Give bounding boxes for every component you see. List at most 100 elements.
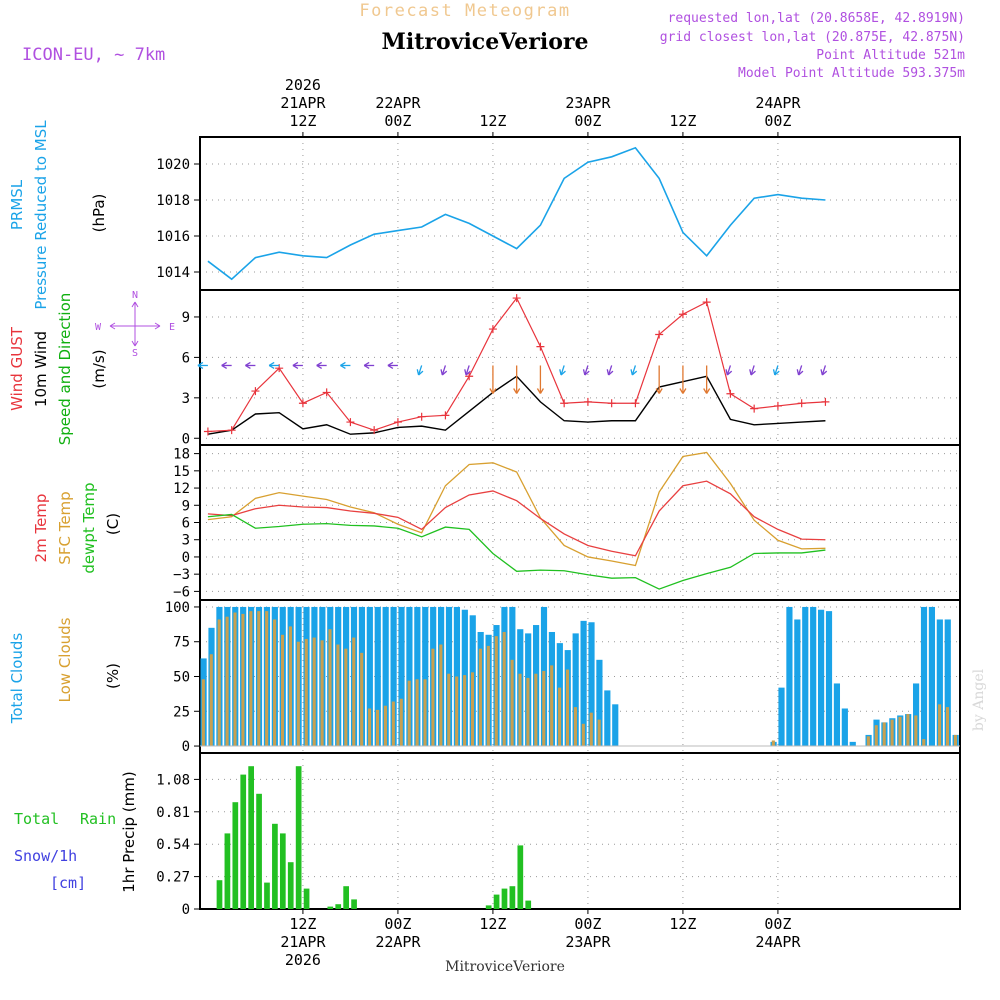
wind-arrow-head <box>679 388 687 394</box>
low-cloud-bar <box>201 679 205 747</box>
compass-s: S <box>132 348 138 359</box>
gust-marker <box>773 401 782 410</box>
wind-direction-arrow <box>560 365 565 376</box>
precip-ytick-label: 1.08 <box>156 772 190 788</box>
rain-bar <box>295 766 302 909</box>
pressure-ytick-label: 1020 <box>156 157 190 173</box>
wind-arrow-head <box>316 361 323 370</box>
time-tick-label: 24APR <box>755 933 801 951</box>
low-cloud-bar <box>518 673 522 747</box>
low-cloud-bar <box>399 698 403 747</box>
low-cloud-bar <box>589 712 593 747</box>
low-cloud-bar <box>478 648 482 747</box>
precip-panel: 1.08 0.81 0.54 0.27 0 <box>156 752 961 918</box>
low-cloud-bar <box>265 611 269 747</box>
wind-arrow-head <box>630 369 638 376</box>
low-cloud-bar <box>771 740 775 747</box>
low-cloud-bar <box>874 725 878 747</box>
wind-arrow-head <box>340 361 346 370</box>
low-cloud-bar <box>391 701 395 747</box>
gust-marker <box>488 325 497 334</box>
gust-marker <box>702 298 711 307</box>
temp-labels: 2m Temp SFC Temp dewpt Temp (C) <box>32 482 122 573</box>
low-cloud-bar <box>558 687 562 747</box>
total-label: Total <box>14 810 59 828</box>
low-cloud-bar <box>486 645 490 747</box>
rain-bar <box>509 886 516 909</box>
pressure-line <box>207 146 826 281</box>
clouds-ytick-label: 0 <box>182 739 190 755</box>
wind-arrow-head <box>606 369 614 376</box>
low-cloud-bar <box>233 612 237 747</box>
wind-direction-arrow <box>774 365 779 376</box>
rain-bar <box>351 899 357 909</box>
time-tick-label: 21APR <box>280 933 326 951</box>
faded-title: Forecast Meteogram <box>359 1 570 21</box>
gust-marker <box>346 418 355 427</box>
total-cloud-bar <box>572 633 579 747</box>
low-cloud-bar <box>890 719 894 747</box>
wind-arrow-head <box>197 361 204 370</box>
dewpt-temp-line <box>207 513 826 590</box>
temp-ytick-label: 12 <box>173 481 190 497</box>
low-cloud-bar <box>280 634 285 747</box>
wind-panel: 9 6 3 0 <box>182 289 961 447</box>
wind-arrow-head <box>440 369 448 376</box>
pressure-ytick-label: 1014 <box>156 265 190 281</box>
low-cloud-bar <box>225 616 229 747</box>
wind-direction-arrow <box>797 365 803 376</box>
wind-ytick-label: 6 <box>182 350 190 366</box>
low-cloud-bar <box>938 704 942 747</box>
temp-ytick-label: 6 <box>182 516 190 532</box>
wind-arrow-head <box>725 369 733 376</box>
wind-arrow-head <box>416 369 424 376</box>
temp-2m-line <box>207 480 826 557</box>
low-cloud-bar <box>550 665 554 747</box>
temp-ytick-label: 18 <box>173 447 190 463</box>
wind-arrow-head <box>464 369 471 376</box>
rain-bar <box>303 888 310 909</box>
total-cloud-bar <box>422 606 429 747</box>
low-cloud-bar <box>328 629 332 747</box>
low-cloud-bar <box>407 680 411 747</box>
total-cloud-bar <box>366 606 373 747</box>
pressure-unit: (hPa) <box>90 194 108 233</box>
gust-marker <box>583 397 592 406</box>
gust-marker <box>251 387 260 396</box>
wind-arrow-head <box>559 369 566 376</box>
model-label: ICON-EU, ~ 7km <box>22 45 165 65</box>
low-cloud-bar <box>312 637 316 747</box>
total-clouds-label: Total Clouds <box>8 633 26 725</box>
low-cloud-bar <box>288 626 292 747</box>
total-cloud-bar <box>818 609 825 747</box>
wind-labels: Wind GUST 10m Wind Speed and Direction (… <box>8 290 175 445</box>
low-cloud-bar <box>470 672 475 747</box>
snow-unit: [cm] <box>50 874 86 892</box>
time-tick-label: 00Z <box>574 915 601 933</box>
low-cloud-bar <box>953 734 957 747</box>
gust-marker <box>512 294 521 303</box>
total-cloud-bar <box>596 659 603 747</box>
clouds-unit: (%) <box>104 663 122 689</box>
gust-marker <box>203 427 212 436</box>
time-tick-label: 12Z <box>669 915 696 933</box>
wind-arrow-head <box>655 388 663 394</box>
time-tick-label: 21APR <box>280 94 326 112</box>
temp-ytick-label: −6 <box>173 584 190 600</box>
low-cloud-bar <box>360 652 364 747</box>
gust-marker <box>726 389 735 398</box>
wind-arrow-head <box>513 388 521 394</box>
gust-marker <box>441 411 450 420</box>
low-cloud-bar <box>423 679 427 747</box>
low-cloud-bar <box>320 640 324 747</box>
gust-marker <box>298 399 307 408</box>
temp-ytick-label: 9 <box>182 498 190 514</box>
time-tick-label: 12Z <box>479 112 506 130</box>
low-cloud-bar <box>336 644 340 747</box>
total-cloud-bar <box>944 619 951 747</box>
requested-coords: requested lon,lat (20.8658E, 42.8919N) <box>668 11 965 26</box>
low-cloud-bar <box>383 705 387 747</box>
rain-bar <box>256 793 262 909</box>
